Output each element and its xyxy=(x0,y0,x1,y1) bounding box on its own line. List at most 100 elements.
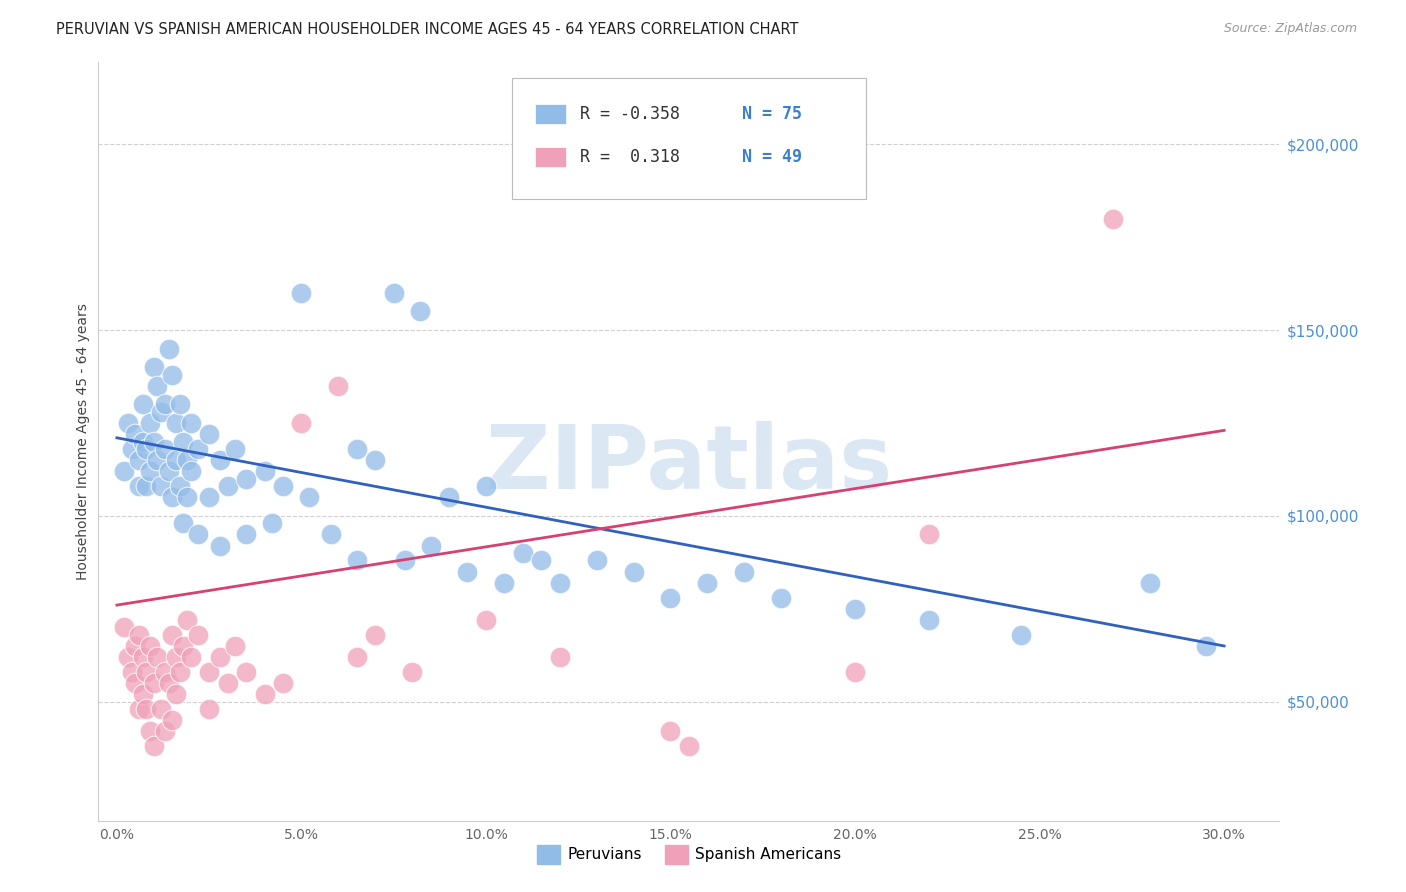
Point xyxy=(139,416,162,430)
Point xyxy=(135,665,157,679)
Point xyxy=(150,405,173,419)
Point xyxy=(117,416,139,430)
Point xyxy=(224,639,246,653)
Point xyxy=(918,613,941,627)
Point xyxy=(623,565,645,579)
Point xyxy=(180,464,202,478)
Point xyxy=(271,479,294,493)
Point xyxy=(150,702,173,716)
Point xyxy=(132,650,155,665)
Point xyxy=(180,416,202,430)
Y-axis label: Householder Income Ages 45 - 64 years: Householder Income Ages 45 - 64 years xyxy=(76,303,90,580)
Point xyxy=(918,527,941,541)
Point xyxy=(132,687,155,701)
Point xyxy=(401,665,423,679)
Point xyxy=(290,416,312,430)
Point xyxy=(146,453,169,467)
Point xyxy=(162,490,183,504)
Point xyxy=(142,360,165,375)
Text: Source: ZipAtlas.com: Source: ZipAtlas.com xyxy=(1223,22,1357,36)
Point xyxy=(585,553,607,567)
Text: R =  0.318: R = 0.318 xyxy=(581,148,681,166)
Point xyxy=(319,527,342,541)
Point xyxy=(157,464,180,478)
Point xyxy=(394,553,416,567)
Point xyxy=(364,453,387,467)
Point xyxy=(132,434,155,449)
Point xyxy=(209,539,232,553)
Point xyxy=(346,650,368,665)
Text: PERUVIAN VS SPANISH AMERICAN HOUSEHOLDER INCOME AGES 45 - 64 YEARS CORRELATION C: PERUVIAN VS SPANISH AMERICAN HOUSEHOLDER… xyxy=(56,22,799,37)
Point xyxy=(162,714,183,728)
Point xyxy=(165,453,187,467)
Point xyxy=(139,464,162,478)
Point xyxy=(135,442,157,456)
Point xyxy=(198,490,221,504)
Point xyxy=(142,739,165,754)
Point xyxy=(124,427,146,442)
Point xyxy=(128,702,150,716)
Point xyxy=(157,342,180,356)
Point xyxy=(162,368,183,382)
Point xyxy=(235,472,257,486)
Point xyxy=(1195,639,1218,653)
Point xyxy=(844,665,866,679)
Point xyxy=(494,575,516,590)
Point xyxy=(346,553,368,567)
Text: N = 49: N = 49 xyxy=(742,148,801,166)
Point xyxy=(165,687,187,701)
Text: ZIPatlas: ZIPatlas xyxy=(486,421,891,508)
FancyBboxPatch shape xyxy=(536,147,567,167)
FancyBboxPatch shape xyxy=(512,78,866,199)
Point xyxy=(659,724,682,739)
Point xyxy=(217,479,239,493)
Point xyxy=(157,676,180,690)
Point xyxy=(176,613,198,627)
Point xyxy=(117,650,139,665)
Point xyxy=(1010,628,1032,642)
Point xyxy=(135,702,157,716)
Point xyxy=(198,665,221,679)
Point xyxy=(124,676,146,690)
Text: R = -0.358: R = -0.358 xyxy=(581,105,681,123)
Point xyxy=(169,479,191,493)
FancyBboxPatch shape xyxy=(536,104,567,124)
Point xyxy=(169,397,191,411)
Point xyxy=(180,650,202,665)
Point xyxy=(112,464,135,478)
Point xyxy=(475,479,498,493)
Text: N = 75: N = 75 xyxy=(742,105,801,123)
Point xyxy=(128,479,150,493)
Point xyxy=(153,665,176,679)
Point xyxy=(172,639,194,653)
Point xyxy=(153,397,176,411)
Point xyxy=(139,724,162,739)
Point xyxy=(209,453,232,467)
Point xyxy=(271,676,294,690)
Point xyxy=(364,628,387,642)
Point xyxy=(187,442,209,456)
Point xyxy=(121,665,143,679)
Point xyxy=(1102,211,1125,226)
Point xyxy=(172,434,194,449)
Point xyxy=(187,527,209,541)
Point xyxy=(328,378,350,392)
Legend: Peruvians, Spanish Americans: Peruvians, Spanish Americans xyxy=(530,839,848,870)
Point xyxy=(176,453,198,467)
Point xyxy=(135,479,157,493)
Point xyxy=(253,687,276,701)
Point xyxy=(382,285,405,300)
Point xyxy=(128,628,150,642)
Point xyxy=(298,490,321,504)
Point xyxy=(146,378,169,392)
Point xyxy=(162,628,183,642)
Point xyxy=(146,650,169,665)
Point xyxy=(457,565,479,579)
Point xyxy=(176,490,198,504)
Point xyxy=(217,676,239,690)
Point xyxy=(770,591,793,605)
Point xyxy=(198,702,221,716)
Point xyxy=(198,427,221,442)
Point xyxy=(844,601,866,615)
Point xyxy=(235,665,257,679)
